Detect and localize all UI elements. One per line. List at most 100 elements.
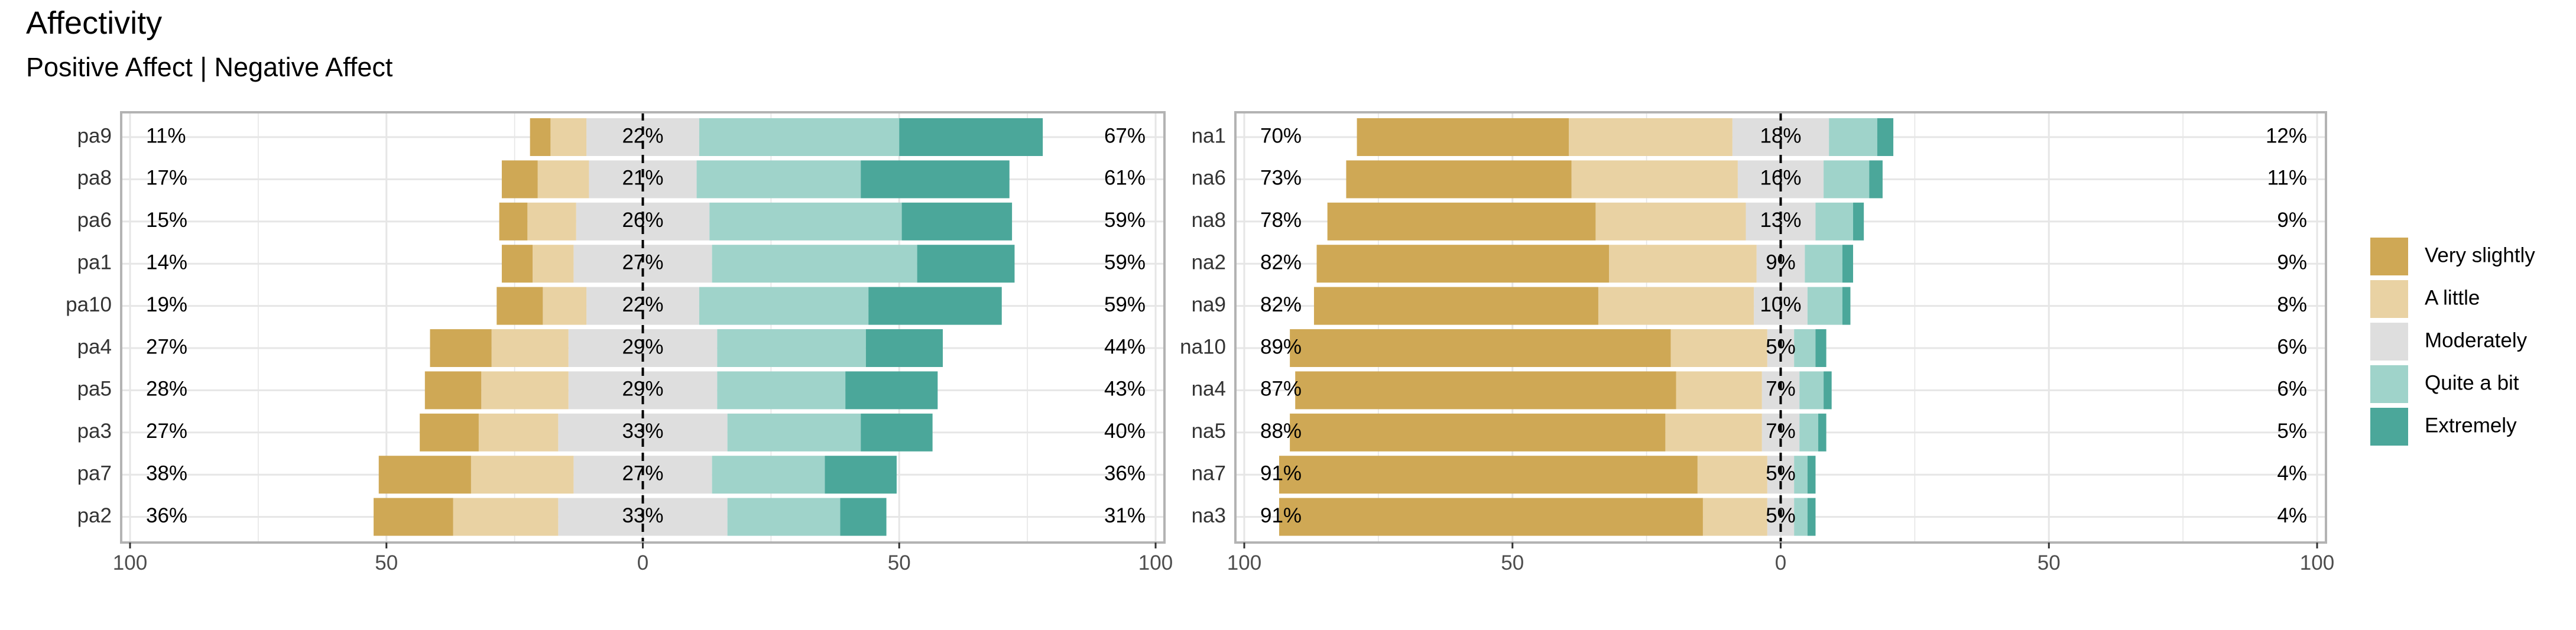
bar-segment-quite-a-bit bbox=[717, 371, 846, 410]
bar-segment-very-slightly bbox=[1279, 456, 1698, 494]
bar-segment-a-little bbox=[1609, 245, 1757, 283]
bar-segment-a-little bbox=[491, 329, 569, 367]
bar-segment-extremely bbox=[917, 245, 1015, 283]
category-label: pa7 bbox=[77, 462, 112, 485]
left-percent-label: 78% bbox=[1260, 209, 1302, 232]
bar-segment-quite-a-bit bbox=[1799, 371, 1824, 410]
bar-segment-quite-a-bit bbox=[1794, 329, 1816, 367]
category-label: na2 bbox=[1192, 251, 1226, 274]
x-tick-label: 0 bbox=[1775, 551, 1786, 574]
right-percent-label: 8% bbox=[2277, 293, 2307, 316]
legend-key bbox=[2370, 408, 2408, 446]
bar-segment-extremely bbox=[1877, 118, 1894, 156]
bar-segment-a-little bbox=[1670, 329, 1767, 367]
bar-segment-quite-a-bit bbox=[696, 160, 861, 199]
legend-key bbox=[2370, 365, 2408, 403]
bar-segment-extremely bbox=[825, 456, 897, 494]
bar-segment-very-slightly bbox=[378, 456, 471, 494]
category-label: pa6 bbox=[77, 209, 112, 232]
bar-segment-very-slightly bbox=[424, 371, 482, 410]
bar-segment-extremely bbox=[899, 118, 1043, 156]
bar-segment-extremely bbox=[861, 413, 933, 452]
x-tick-label: 100 bbox=[1138, 551, 1173, 574]
bar-segment-a-little bbox=[550, 118, 587, 156]
bar-segment-a-little bbox=[1665, 413, 1762, 452]
bar-segment-very-slightly bbox=[1295, 371, 1676, 410]
category-label: pa4 bbox=[77, 335, 112, 358]
category-label: na5 bbox=[1192, 420, 1226, 443]
category-label: pa9 bbox=[77, 124, 112, 147]
bar-segment-a-little bbox=[537, 160, 589, 199]
chart-title: Affectivity bbox=[26, 5, 163, 41]
category-label: pa1 bbox=[77, 251, 112, 274]
right-percent-label: 59% bbox=[1104, 293, 1146, 316]
bar-segment-extremely bbox=[1807, 498, 1816, 536]
left-percent-label: 91% bbox=[1260, 462, 1302, 485]
bar-segment-a-little bbox=[1569, 118, 1733, 156]
left-percent-label: 70% bbox=[1260, 124, 1302, 147]
bar-segment-quite-a-bit bbox=[1829, 118, 1877, 156]
left-percent-label: 82% bbox=[1260, 293, 1302, 316]
category-label: na10 bbox=[1180, 335, 1226, 358]
bar-segment-quite-a-bit bbox=[1799, 413, 1819, 452]
bar-segment-extremely bbox=[1853, 202, 1864, 241]
bar-segment-quite-a-bit bbox=[1805, 245, 1842, 283]
bar-segment-extremely bbox=[868, 287, 1002, 325]
category-label: pa3 bbox=[77, 420, 112, 443]
bar-segment-very-slightly bbox=[1290, 413, 1666, 452]
legend-key bbox=[2370, 238, 2408, 275]
bar-segment-a-little bbox=[1598, 287, 1754, 325]
category-label: na1 bbox=[1192, 124, 1226, 147]
legend-key bbox=[2370, 323, 2408, 361]
bar-segment-very-slightly bbox=[1279, 498, 1703, 536]
bar-segment-extremely bbox=[1842, 287, 1851, 325]
bar-segment-a-little bbox=[478, 413, 559, 452]
bar-segment-very-slightly bbox=[1290, 329, 1671, 367]
bar-segment-quite-a-bit bbox=[699, 118, 900, 156]
bar-segment-extremely bbox=[1824, 371, 1832, 410]
category-label: na4 bbox=[1192, 378, 1226, 401]
bar-segment-very-slightly bbox=[501, 245, 533, 283]
bar-segment-quite-a-bit bbox=[1794, 456, 1808, 494]
right-percent-label: 6% bbox=[2277, 378, 2307, 401]
left-percent-label: 38% bbox=[146, 462, 187, 485]
legend-label: Extremely bbox=[2425, 414, 2517, 437]
bar-segment-a-little bbox=[1571, 160, 1738, 199]
left-percent-label: 27% bbox=[146, 335, 187, 358]
x-tick-label: 50 bbox=[888, 551, 911, 574]
bar-segment-quite-a-bit bbox=[1807, 287, 1842, 325]
bar-segment-extremely bbox=[1818, 413, 1826, 452]
bar-segment-moderately bbox=[589, 160, 697, 199]
bar-segment-quite-a-bit bbox=[709, 202, 902, 241]
bar-segment-a-little bbox=[532, 245, 574, 283]
left-percent-label: 27% bbox=[146, 420, 187, 443]
bar-segment-quite-a-bit bbox=[717, 329, 866, 367]
right-percent-label: 59% bbox=[1104, 251, 1146, 274]
legend-label: Moderately bbox=[2425, 329, 2528, 352]
legend-key bbox=[2370, 280, 2408, 318]
category-label: na9 bbox=[1192, 293, 1226, 316]
bar-segment-very-slightly bbox=[501, 160, 538, 199]
left-percent-label: 15% bbox=[146, 209, 187, 232]
x-tick-label: 100 bbox=[1227, 551, 1261, 574]
bar-segment-a-little bbox=[453, 498, 559, 536]
left-percent-label: 89% bbox=[1260, 335, 1302, 358]
bar-segment-very-slightly bbox=[1346, 160, 1572, 199]
bar-segment-very-slightly bbox=[1316, 245, 1610, 283]
bar-segment-quite-a-bit bbox=[699, 287, 869, 325]
right-percent-label: 9% bbox=[2277, 251, 2307, 274]
right-percent-label: 59% bbox=[1104, 209, 1146, 232]
bar-segment-extremely bbox=[865, 329, 943, 367]
bar-segment-very-slightly bbox=[1327, 202, 1596, 241]
category-label: pa10 bbox=[66, 293, 112, 316]
bar-segment-moderately bbox=[1737, 160, 1824, 199]
bar-segment-very-slightly bbox=[430, 329, 492, 367]
bar-segment-quite-a-bit bbox=[727, 498, 841, 536]
bar-segment-extremely bbox=[1807, 456, 1816, 494]
category-label: pa5 bbox=[77, 378, 112, 401]
bar-segment-quite-a-bit bbox=[712, 456, 825, 494]
left-percent-label: 91% bbox=[1260, 504, 1302, 527]
right-percent-label: 4% bbox=[2277, 462, 2307, 485]
bar-segment-extremely bbox=[1869, 160, 1883, 199]
